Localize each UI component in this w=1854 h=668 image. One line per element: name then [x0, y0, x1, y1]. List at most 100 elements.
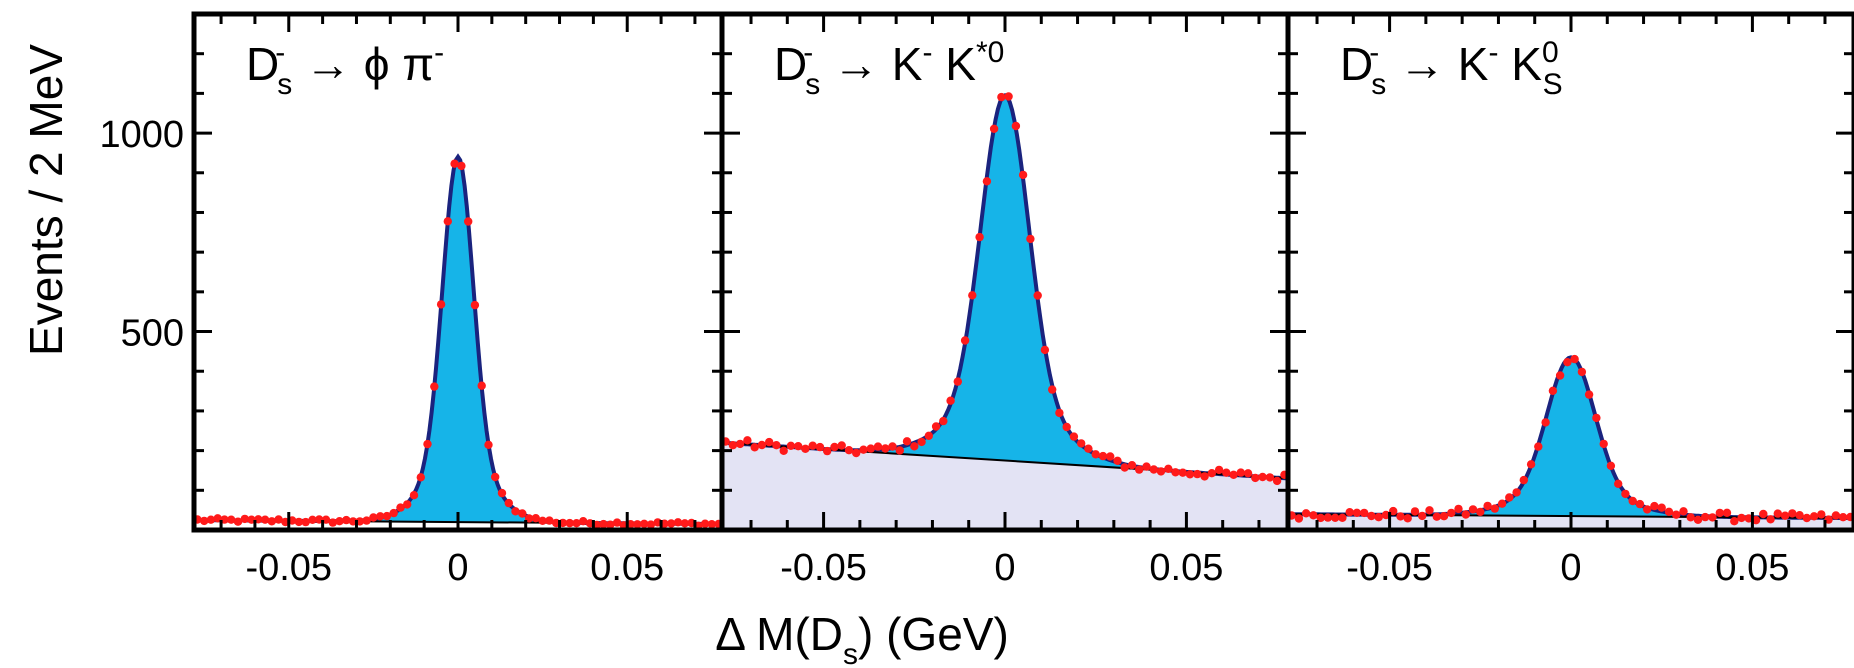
data-point [779, 446, 788, 455]
data-point [1127, 461, 1137, 470]
data-point [1323, 513, 1333, 522]
data-point [1809, 512, 1819, 521]
data-point [946, 396, 955, 405]
data-point [852, 448, 861, 458]
data-point [1599, 439, 1608, 449]
data-point [362, 516, 371, 525]
data-point [301, 517, 310, 527]
data-point [786, 441, 796, 450]
x-tick-label: 0.05 [1149, 547, 1223, 589]
data-point [1773, 509, 1783, 518]
data-point [477, 381, 486, 390]
data-point [1606, 461, 1616, 470]
data-point [504, 498, 513, 508]
data-point [968, 291, 977, 300]
data-point [1614, 479, 1623, 488]
data-point [267, 517, 276, 526]
data-point [866, 444, 875, 453]
panel-title-part: K [932, 38, 976, 90]
data-point [1251, 473, 1260, 483]
data-point [1077, 439, 1086, 448]
data-point [376, 512, 385, 521]
data-point [881, 444, 890, 453]
data-point [1214, 465, 1224, 475]
data-point [1352, 508, 1362, 517]
data-point [953, 377, 962, 386]
panel-title-part: - [1488, 36, 1498, 69]
data-point [1062, 422, 1071, 432]
data-point [1055, 408, 1064, 418]
signal-area [880, 95, 1130, 469]
data-point [1795, 511, 1804, 520]
data-point [342, 515, 351, 525]
data-point [1563, 358, 1572, 367]
data-point [1635, 499, 1645, 509]
data-point [531, 514, 540, 523]
data-point [1584, 390, 1594, 399]
data-point [1396, 512, 1405, 521]
data-point [1178, 468, 1188, 477]
data-point [1621, 489, 1630, 499]
data-point [728, 441, 738, 450]
data-point [757, 440, 767, 450]
data-point [1497, 499, 1507, 508]
data-point [1011, 121, 1021, 131]
data-point [328, 518, 337, 527]
y-tick-label: 1000 [99, 114, 184, 156]
data-point [1258, 472, 1267, 482]
panel-title-part: - [922, 36, 932, 69]
data-point [794, 442, 803, 451]
data-point [389, 508, 398, 518]
data-point [895, 446, 904, 455]
chart-panels: -0.05 0 0.05D-s → ϕ π--0.05 0 0.05D-s → K- K… [99, 11, 1854, 589]
panel-title-part: *0 [976, 36, 1004, 69]
data-point [700, 519, 710, 528]
data-point [989, 124, 999, 133]
data-point [1156, 467, 1166, 476]
data-point [369, 513, 378, 522]
data-point [200, 516, 209, 526]
x-tick-label: -0.05 [1346, 547, 1433, 589]
data-point [206, 515, 216, 524]
panel-title-part: S [1543, 68, 1563, 101]
data-point [1468, 505, 1478, 514]
data-point [673, 518, 683, 527]
data-point [931, 422, 941, 431]
data-point [917, 437, 926, 447]
data-point [735, 439, 745, 449]
x-tick-label: -0.05 [245, 547, 332, 589]
data-point [464, 217, 473, 226]
data-point [801, 444, 810, 453]
data-point [240, 514, 249, 524]
panel-title-part: D [1340, 38, 1373, 90]
data-point [837, 441, 846, 450]
data-point [859, 445, 868, 454]
data-point [1200, 472, 1209, 481]
data-point [484, 440, 493, 449]
data-point [1229, 470, 1238, 479]
data-point [1193, 469, 1202, 479]
data-point [430, 382, 439, 391]
data-point [924, 431, 933, 440]
data-point [294, 517, 304, 527]
data-point [1185, 470, 1195, 479]
data-point [436, 300, 446, 309]
data-point [1461, 510, 1471, 519]
data-point [640, 519, 649, 528]
data-point [1766, 515, 1775, 524]
panel-title-part: s [1371, 68, 1386, 101]
data-point [1541, 418, 1550, 427]
data-point [1026, 234, 1035, 244]
data-point [612, 518, 622, 527]
data-point [1802, 513, 1812, 523]
data-point [1091, 450, 1100, 459]
signal-area [341, 156, 575, 523]
panel-title-part: D [774, 38, 807, 90]
data-point [1265, 473, 1275, 482]
panel-title-part: 0 [1542, 36, 1559, 69]
data-point [1069, 432, 1079, 441]
data-point [1447, 508, 1456, 518]
x-axis-title: Δ M(Ds) (GeV) [715, 608, 1009, 668]
data-point [902, 437, 912, 446]
